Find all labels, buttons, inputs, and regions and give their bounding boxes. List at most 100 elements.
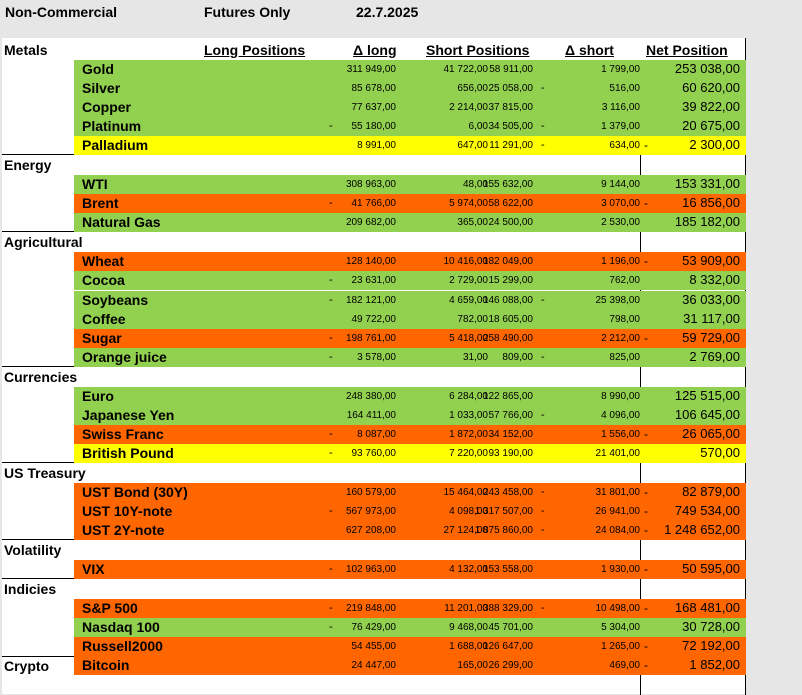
dshort-value: 26 941,00: [595, 506, 641, 517]
long-positions-value: 76 429,00: [351, 622, 397, 633]
long-positions-value: 311 949,00: [346, 64, 396, 75]
dlong-value: 4 659,00: [449, 295, 488, 306]
dlong-sign: -: [329, 428, 333, 440]
table-row: Sugar 198 761,00 - 5 418,00 258 490,00 2 212,…: [74, 329, 746, 348]
short-positions-value: 153 558,00: [482, 564, 533, 575]
instrument-name: UST 2Y-note: [82, 522, 165, 538]
instrument-name: Nasdaq 100: [82, 619, 160, 635]
table-row: Orange juice 3 578,00-31,00 809,00-825,00 2…: [74, 348, 746, 367]
col-header-dshort: Δ short: [565, 42, 614, 58]
table-row: S&P 500 219 848,00-11 201,00 388 329,00-10…: [74, 599, 746, 618]
dlong-sign: -: [329, 505, 333, 517]
instrument-name: Soybeans: [82, 292, 149, 308]
section-label: Volatility: [4, 542, 62, 558]
instrument-name: Palladium: [82, 137, 149, 153]
table-row: Gold 311 949,00 41 722,00 58 911,00 1 799,00…: [74, 60, 746, 79]
dshort-value: 2 212,00: [601, 333, 640, 344]
net-position-value: 30 728,00: [682, 619, 740, 634]
dshort-value: 10 498,00: [595, 603, 641, 614]
dshort-value: 3 116,00: [601, 102, 640, 113]
net-position-value: 1 248 652,00: [664, 522, 740, 537]
dlong-value: 656,00: [457, 83, 488, 94]
dshort-value: 798,00: [609, 314, 640, 325]
section-label: Metals: [4, 42, 48, 58]
dlong-value: 10 416,00: [443, 256, 489, 267]
net-position-value: 8 332,00: [689, 272, 740, 287]
dlong-value: 48,00: [462, 179, 488, 190]
net-sign: -: [644, 504, 648, 518]
dlong-sign: -: [329, 563, 333, 575]
short-positions-value: 25 058,00: [488, 83, 534, 94]
net-position-value: 185 182,00: [674, 214, 740, 229]
net-position-value: 82 879,00: [682, 484, 740, 499]
dshort-value: 4 096,00: [601, 410, 640, 421]
dlong-value: 6,00: [468, 121, 488, 132]
instrument-name: UST 10Y-note: [82, 503, 173, 519]
net-position-value: 59 729,00: [682, 330, 740, 345]
instrument-name: VIX: [82, 561, 105, 577]
table-row: Cocoa 23 631,00 - 2 729,00 15 299,00 762,00 8 …: [74, 271, 746, 290]
section-label: Energy: [4, 157, 52, 173]
long-positions-value: 49 722,00: [351, 314, 397, 325]
dlong-value: 365,00: [457, 217, 488, 228]
long-positions-value: 164 411,00: [346, 410, 396, 421]
short-positions-value: 45 701,00: [488, 622, 534, 633]
instrument-name: Platinum: [82, 118, 142, 134]
net-position-value: 153 331,00: [674, 176, 740, 191]
short-positions-value: 15 299,00: [488, 275, 534, 286]
instrument-name: UST Bond (30Y): [82, 484, 188, 500]
dlong-value: 165,00: [457, 660, 488, 671]
dlong-value: 41 722,00: [443, 64, 489, 75]
instrument-name: Copper: [82, 99, 131, 115]
instrument-name: Brent: [82, 195, 119, 211]
long-positions-value: 160 579,00: [345, 487, 396, 498]
long-positions-value: 209 682,00: [345, 217, 396, 228]
dshort-value: 2 530,00: [601, 217, 640, 228]
dshort-value: 5 304,00: [601, 622, 640, 633]
dshort-sign: -: [541, 294, 545, 306]
section-label: Currencies: [4, 369, 78, 385]
dshort-sign: -: [541, 524, 545, 536]
short-positions-value: 155 632,00: [482, 179, 533, 190]
dlong-value: 5 974,00: [449, 198, 488, 209]
instrument-name: British Pound: [82, 445, 174, 461]
short-positions-value: 809,00: [502, 352, 533, 363]
long-positions-value: 8 087,00: [357, 429, 396, 440]
long-positions-value: 85 678,00: [351, 83, 397, 94]
table-row: Nasdaq 100 76 429,00 - 9 468,00 45 701,00 5 3…: [74, 618, 746, 637]
net-position-value: 570,00: [700, 445, 740, 460]
short-positions-value: 18 605,00: [488, 314, 534, 325]
net-sign: -: [644, 196, 648, 210]
net-sign: -: [644, 331, 648, 345]
table-row: Wheat 128 140,00 10 416,00 182 049,00 1 196,…: [74, 252, 746, 271]
long-positions-value: 567 973,00: [345, 506, 396, 517]
short-positions-value: 24 500,00: [488, 217, 534, 228]
instrument-name: Natural Gas: [82, 214, 161, 230]
instrument-name: Cocoa: [82, 272, 125, 288]
dshort-value: 24 084,00: [595, 525, 641, 536]
short-positions-value: 93 190,00: [488, 448, 534, 459]
long-positions-value: 308 963,00: [345, 179, 396, 190]
net-position-value: 31 117,00: [683, 311, 740, 326]
dlong-sign: -: [329, 332, 333, 344]
net-sign: -: [644, 523, 648, 537]
net-sign: -: [644, 138, 648, 152]
net-position-value: 106 645,00: [674, 407, 740, 422]
dlong-sign: -: [329, 274, 333, 286]
dshort-sign: -: [541, 351, 545, 363]
dlong-value: 4 098,00: [449, 506, 488, 517]
long-positions-value: 24 447,00: [351, 660, 397, 671]
table-row: Bitcoin 24 447,00 165,00 26 299,00 469,00- 1 …: [74, 656, 746, 675]
net-position-value: 253 038,00: [674, 61, 740, 76]
dshort-value: 3 070,00: [601, 198, 640, 209]
net-position-value: 53 909,00: [682, 253, 740, 268]
table-row: Copper 77 637,00 2 214,00 37 815,00 3 116,00…: [74, 98, 746, 117]
net-position-value: 168 481,00: [674, 600, 740, 615]
table-row: UST 10Y-note 567 973,00 - 4 098,00 1 317 507…: [74, 502, 746, 521]
table-row: Silver 85 678,00 656,00 25 058,00- 516,00 60 …: [74, 79, 746, 98]
net-position-value: 26 065,00: [682, 426, 740, 441]
long-positions-value: 128 140,00: [345, 256, 396, 267]
dlong-sign: -: [329, 351, 333, 363]
dlong-sign: -: [329, 602, 333, 614]
long-positions-value: 23 631,00: [351, 275, 397, 286]
